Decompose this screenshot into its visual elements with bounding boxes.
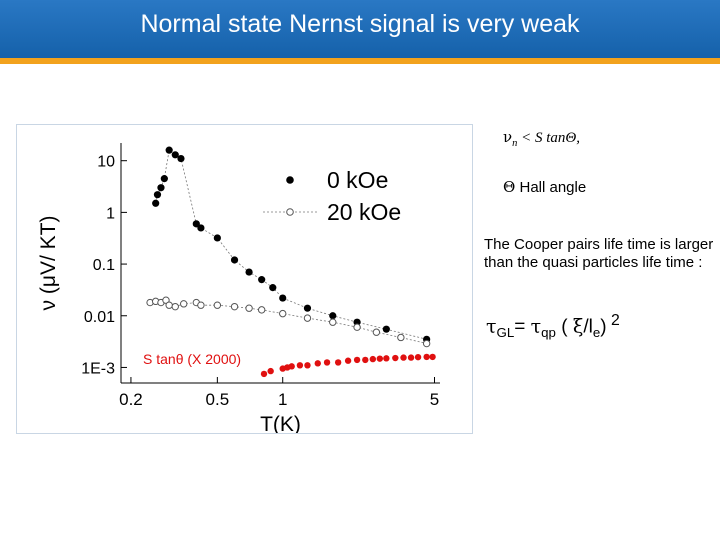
point-stan [383, 355, 390, 362]
slash-l: /l [583, 316, 593, 338]
note-nernst-relation: νn < S tanΘ, [503, 128, 580, 149]
point-0koe [177, 154, 185, 163]
point-20koe [180, 300, 188, 308]
x-tick-label: 0.5 [206, 390, 230, 409]
point-stan [400, 354, 407, 361]
series-20koe-line [150, 299, 427, 344]
note-cooper-pairs: The Cooper pairs life time is larger tha… [484, 236, 714, 271]
point-0koe [245, 268, 253, 276]
xi-symbol: ξ [572, 315, 584, 338]
point-0koe [153, 191, 162, 199]
e-subscript: e [592, 325, 601, 341]
point-0koe [230, 256, 239, 264]
point-0koe [279, 294, 287, 302]
point-stan [376, 355, 384, 362]
relation-text: < S tanΘ, [517, 130, 580, 146]
point-20koe [171, 302, 179, 311]
point-0koe [152, 199, 160, 207]
power-two: 2 [606, 312, 620, 329]
point-0koe [303, 304, 312, 312]
point-stan [260, 370, 268, 378]
point-0koe [258, 276, 266, 284]
nu-symbol: ν [503, 128, 513, 146]
theta-symbol: Θ [503, 178, 516, 196]
point-20koe [165, 301, 173, 309]
point-stan [369, 355, 377, 363]
point-0koe [157, 184, 165, 192]
paren-open: ( [555, 316, 573, 338]
point-stan [314, 360, 321, 367]
point-stan [334, 359, 342, 366]
note-gl-relation: τGL= τqp ( ξ/le) 2 [486, 312, 620, 340]
point-0koe [192, 220, 200, 228]
point-stan [423, 353, 430, 361]
legend-20koe-marker [286, 208, 294, 216]
y-tick-label: 0.01 [84, 309, 115, 326]
point-20koe [397, 333, 405, 342]
nu-subscript: n [512, 138, 518, 149]
tau-qp-symbol: τ [530, 315, 542, 338]
y-tick-label: 0.1 [93, 257, 115, 274]
point-20koe [422, 339, 431, 348]
nernst-chart: 0.2 0.5 1 5 10 1 0.1 0.01 1E-3 T(K) ν (μV/ KT) 0 kO… [37, 143, 440, 436]
hall-angle-label: Hall angle [515, 179, 587, 196]
point-stan [304, 362, 311, 369]
point-0koe [165, 146, 173, 154]
x-tick-label: 5 [430, 390, 439, 409]
nernst-figure: 0.2 0.5 1 5 10 1 0.1 0.01 1E-3 T(K) ν (μV/ KT) 0 kO… [16, 124, 473, 436]
qp-subscript: qp [541, 325, 556, 341]
x-axis-label: T(K) [260, 413, 301, 433]
point-stan [353, 356, 361, 364]
point-0koe [382, 325, 390, 333]
point-20koe [230, 302, 239, 311]
point-20koe [353, 323, 361, 331]
point-20koe [257, 306, 266, 314]
series-0koe-line [155, 149, 427, 340]
x-tick-label: 0.2 [119, 390, 143, 409]
y-tick-label: 10 [97, 154, 115, 171]
point-0koe [213, 234, 221, 242]
point-stan [288, 363, 295, 370]
point-0koe [197, 224, 205, 232]
point-stan [267, 367, 274, 375]
y-tick-label: 1 [106, 205, 115, 222]
point-stan [429, 353, 436, 361]
point-stan [296, 362, 304, 369]
point-stan [414, 353, 422, 361]
point-20koe [372, 328, 381, 336]
point-stan [323, 359, 331, 366]
point-stan [362, 356, 369, 364]
x-tick-label: 1 [278, 390, 287, 409]
legend-20koe-label: 20 kOe [327, 199, 401, 225]
point-20koe [197, 301, 205, 309]
point-0koe [160, 175, 168, 183]
point-20koe [279, 309, 287, 318]
point-stan [392, 354, 399, 362]
gl-subscript: GL [496, 325, 515, 341]
note-hall-angle: Θ Hall angle [503, 178, 586, 196]
header-stripe [0, 58, 720, 64]
slide-title: Normal state Nernst signal is very weak [140, 10, 580, 38]
y-axis-label: ν (μV/ KT) [37, 216, 60, 311]
paren-close: ) [600, 316, 607, 338]
point-0koe [329, 312, 337, 320]
point-stan [344, 357, 352, 364]
tau-gl-symbol: τ [486, 315, 497, 338]
point-0koe [269, 284, 277, 292]
slide-header [0, 0, 720, 58]
point-20koe [303, 314, 312, 322]
point-20koe [213, 301, 222, 309]
point-20koe [329, 318, 337, 326]
point-20koe [245, 304, 253, 312]
legend-0koe-marker [286, 176, 294, 184]
legend-0koe-label: 0 kOe [327, 167, 388, 193]
point-stan [407, 354, 415, 361]
point-0koe [171, 151, 179, 159]
y-tick-label: 1E-3 [81, 360, 115, 377]
equals-sign: = [514, 316, 531, 338]
series-stan-label: S tanθ (X 2000) [143, 351, 241, 367]
